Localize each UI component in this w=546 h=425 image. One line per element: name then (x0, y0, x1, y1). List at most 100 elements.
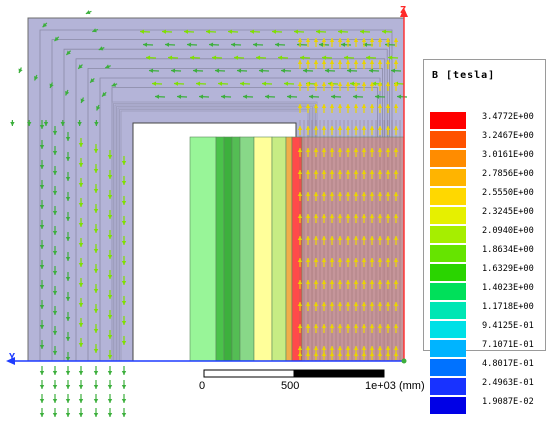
scale-label-500: 500 (281, 380, 300, 392)
legend-entry: 3.0161E+00 (424, 147, 546, 167)
flux-arrow-head (140, 29, 145, 34)
scale-label-0: 0 (199, 380, 206, 392)
flux-arrow-head (369, 82, 375, 86)
flux-arrow-head (234, 55, 239, 60)
flux-arrow-head (353, 324, 359, 328)
flux-arrow-head (305, 192, 311, 196)
flux-arrow-head (369, 352, 375, 356)
flux-arrow-head (345, 60, 351, 64)
flux-arrow-head (345, 352, 351, 356)
flux-arrow-head (297, 60, 303, 64)
flux-arrow-head (321, 258, 327, 262)
flux-arrow-head (321, 104, 327, 108)
flux-arrow-head (393, 324, 399, 328)
legend-swatch (430, 207, 466, 224)
flux-arrow-head (321, 324, 327, 328)
flux-arrow-head (382, 29, 387, 34)
flux-arrow-head (155, 94, 160, 99)
flux-arrow-head (209, 42, 214, 47)
flux-arrow-head (121, 321, 127, 325)
flux-arrow-head (321, 126, 327, 130)
flux-arrow-head (361, 346, 367, 350)
legend-swatch (430, 378, 466, 395)
flux-arrow-head (297, 280, 303, 284)
flux-arrow-head (78, 343, 84, 347)
flux-arrow-head (361, 38, 367, 42)
flux-arrow-head (375, 94, 380, 99)
flux-arrow-head (218, 81, 223, 86)
flux-arrow-head (243, 94, 248, 99)
flux-arrow-head (361, 258, 367, 262)
flux-arrow-head (321, 236, 327, 240)
flux-arrow-head (305, 104, 311, 108)
flux-arrow-head (345, 280, 351, 284)
flux-arrow-head (78, 203, 84, 207)
flux-arrow-head (85, 10, 91, 15)
flux-arrow-head (107, 195, 113, 199)
flux-arrow-head (329, 170, 335, 174)
legend-swatch (430, 131, 466, 148)
legend-value: 2.0940E+00 (482, 226, 534, 236)
flux-arrow-head (377, 82, 383, 86)
flux-arrow-head (313, 280, 319, 284)
flux-arrow-head (353, 214, 359, 218)
legend-value: 1.1718E+00 (482, 302, 534, 312)
winding-block (253, 136, 273, 362)
flux-arrow-head (107, 355, 113, 359)
flux-arrow-head (377, 352, 383, 356)
flux-arrow-head (287, 94, 292, 99)
flux-arrow-head (393, 258, 399, 262)
flux-arrow-head (39, 225, 45, 229)
legend-value: 3.4772E+00 (482, 112, 534, 122)
flux-arrow-head (42, 22, 47, 28)
flux-arrow-head (369, 324, 375, 328)
flux-arrow-head (305, 60, 311, 64)
flux-arrow-head (337, 280, 343, 284)
flux-arrow-head (353, 352, 359, 356)
flux-arrow-head (221, 94, 226, 99)
flux-arrow-head (305, 324, 311, 328)
flux-arrow-head (78, 183, 84, 187)
flux-arrow-head (121, 241, 127, 245)
flux-arrow-head (385, 352, 391, 356)
flux-arrow-head (393, 346, 399, 350)
flux-arrow-head (369, 60, 375, 64)
flux-arrow-head (313, 104, 319, 108)
flux-arrow-head (393, 280, 399, 284)
flux-arrow-head (90, 78, 95, 83)
flux-arrow-head (121, 301, 127, 305)
flux-arrow-head (361, 302, 367, 306)
flux-arrow-head (361, 126, 367, 130)
flux-arrow-head (65, 217, 71, 221)
flux-arrow-head (107, 385, 113, 389)
flux-arrow-head (78, 243, 84, 247)
flux-arrow-head (265, 94, 270, 99)
legend-value: 3.2467E+00 (482, 131, 534, 141)
flux-arrow-head (43, 122, 49, 126)
flux-arrow-head (353, 38, 359, 42)
flux-arrow-head (212, 55, 217, 60)
flux-arrow-head (316, 29, 321, 34)
flux-arrow-head (353, 104, 359, 108)
legend-swatch (430, 226, 466, 243)
winding-block (301, 136, 405, 362)
flux-arrow-head (78, 163, 84, 167)
flux-arrow-head (353, 236, 359, 240)
flux-arrow-head (337, 302, 343, 306)
flux-arrow-head (337, 170, 343, 174)
flux-arrow-head (313, 126, 319, 130)
flux-arrow-head (321, 82, 327, 86)
flux-arrow-head (39, 325, 45, 329)
flux-arrow-head (93, 249, 99, 253)
legend-entry: 2.4963E-01 (424, 375, 546, 395)
flux-arrow-head (337, 126, 343, 130)
flux-arrow-head (372, 81, 377, 86)
flux-arrow-head (309, 94, 314, 99)
legend-value: 3.0161E+00 (482, 150, 534, 160)
flux-arrow-head (353, 82, 359, 86)
flux-arrow-head (65, 157, 71, 161)
flux-arrow-head (313, 214, 319, 218)
flux-arrow-head (329, 352, 335, 356)
flux-arrow-head (377, 38, 383, 42)
